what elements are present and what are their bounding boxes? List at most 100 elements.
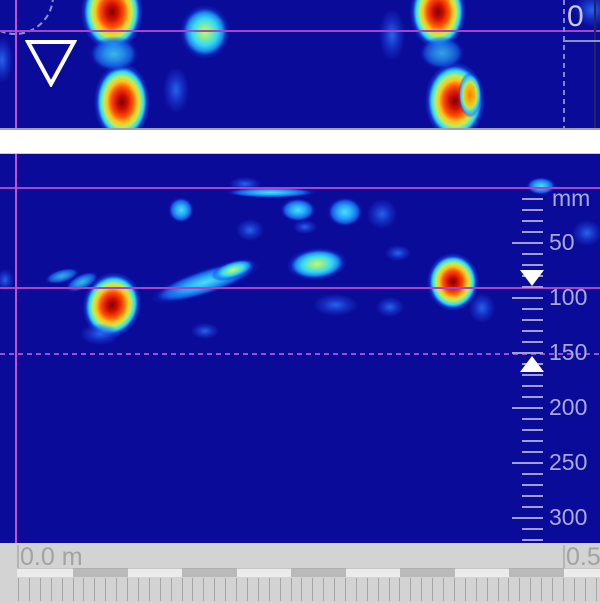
position-tick xyxy=(399,578,400,601)
panel-divider xyxy=(0,128,600,130)
position-tick xyxy=(269,578,270,601)
ruler-label: 200 xyxy=(549,394,588,420)
position-tick xyxy=(291,578,292,601)
position-tick xyxy=(29,578,30,601)
heat-blob xyxy=(89,36,139,72)
position-tick xyxy=(18,578,19,601)
ruler-tick xyxy=(522,341,543,343)
scale-band-segment xyxy=(400,568,455,577)
position-tick xyxy=(94,578,95,601)
panel-edge-line xyxy=(594,0,596,128)
position-tick xyxy=(203,578,204,601)
ruler-tick xyxy=(522,539,543,541)
ruler-tick xyxy=(522,451,543,453)
position-tick xyxy=(40,578,41,601)
position-tick xyxy=(280,578,281,601)
position-tick xyxy=(258,578,259,601)
position-tick xyxy=(323,578,324,601)
position-tick xyxy=(476,578,477,601)
position-tick xyxy=(519,578,520,601)
position-end-line xyxy=(563,545,565,573)
position-tick xyxy=(574,578,575,601)
ruler-tick xyxy=(522,374,543,376)
ruler-tick xyxy=(512,517,543,519)
ruler-tick xyxy=(522,319,543,321)
position-tick xyxy=(73,578,74,601)
ruler-tick xyxy=(522,286,543,288)
position-start-line xyxy=(17,545,19,573)
depth-axis-dashed-line xyxy=(563,0,565,128)
heat-blob xyxy=(0,37,13,83)
position-tick xyxy=(301,578,302,601)
position-tick xyxy=(116,578,117,601)
panel-edge xyxy=(0,153,600,154)
heat-blob xyxy=(285,245,349,283)
position-ruler: 0.0 m 0.5 xyxy=(0,543,600,603)
position-tick xyxy=(138,578,139,601)
heat-blob xyxy=(225,186,317,198)
position-tick xyxy=(214,578,215,601)
position-tick xyxy=(454,578,455,601)
ruler-tick xyxy=(522,198,543,200)
start-marker-triangle-icon[interactable] xyxy=(25,39,77,87)
position-start-label: 0.0 m xyxy=(20,543,83,571)
heat-blob xyxy=(280,198,316,222)
depth-zero-label: 0 xyxy=(567,0,584,33)
ruler-tick xyxy=(522,495,543,497)
heat-blob xyxy=(469,293,495,323)
position-tick xyxy=(62,578,63,601)
scale-band-segment xyxy=(291,568,346,577)
scale-band-segment xyxy=(182,568,237,577)
ruler-tick xyxy=(522,484,543,486)
position-tick xyxy=(367,578,368,601)
depth-zero-tick xyxy=(563,40,600,42)
surface-line xyxy=(0,187,600,189)
heat-blob xyxy=(327,197,363,227)
depth-marker-up-icon[interactable] xyxy=(520,356,544,372)
position-tick xyxy=(541,578,542,601)
ruler-tick xyxy=(522,528,543,530)
depth-marker-down-icon[interactable] xyxy=(520,270,544,286)
position-tick xyxy=(127,578,128,601)
heat-blob xyxy=(293,220,317,234)
position-tick xyxy=(83,578,84,601)
position-tick xyxy=(356,578,357,601)
cross-section-panel: mm 50 100 150 200 250 300 xyxy=(0,154,600,543)
position-tick xyxy=(105,578,106,601)
ruler-tick xyxy=(512,407,543,409)
ruler-tick xyxy=(522,308,543,310)
ruler-tick xyxy=(522,253,543,255)
position-tick xyxy=(432,578,433,601)
position-tick xyxy=(596,578,597,601)
ruler-tick xyxy=(522,330,543,332)
reference-depth-dashed-line[interactable] xyxy=(0,353,600,355)
position-tick xyxy=(149,578,150,601)
position-tick xyxy=(421,578,422,601)
position-tick xyxy=(236,578,237,601)
ruler-tick xyxy=(522,418,543,420)
heat-blob xyxy=(236,219,264,241)
ruler-tick xyxy=(512,462,543,464)
ruler-tick xyxy=(522,209,543,211)
position-tick xyxy=(552,578,553,601)
position-tick xyxy=(508,578,509,601)
ruler-label: 250 xyxy=(549,449,588,475)
depth-cursor-line[interactable] xyxy=(0,287,600,289)
heat-blob xyxy=(572,220,600,246)
scan-position-line[interactable] xyxy=(15,0,17,128)
ruler-label: 50 xyxy=(549,229,575,255)
heat-blob xyxy=(168,197,194,223)
ruler-label: 100 xyxy=(549,284,588,310)
scan-position-line[interactable] xyxy=(15,154,17,543)
top-depth-cursor-line[interactable] xyxy=(0,30,600,32)
position-tick xyxy=(498,578,499,601)
top-projection-panel: 0 xyxy=(0,0,600,128)
position-tick xyxy=(182,578,183,601)
heat-blob xyxy=(419,36,465,70)
ruler-tick xyxy=(522,231,543,233)
position-tick xyxy=(225,578,226,601)
position-tick xyxy=(530,578,531,601)
position-end-label: 0.5 xyxy=(566,543,600,571)
position-tick xyxy=(389,578,390,601)
